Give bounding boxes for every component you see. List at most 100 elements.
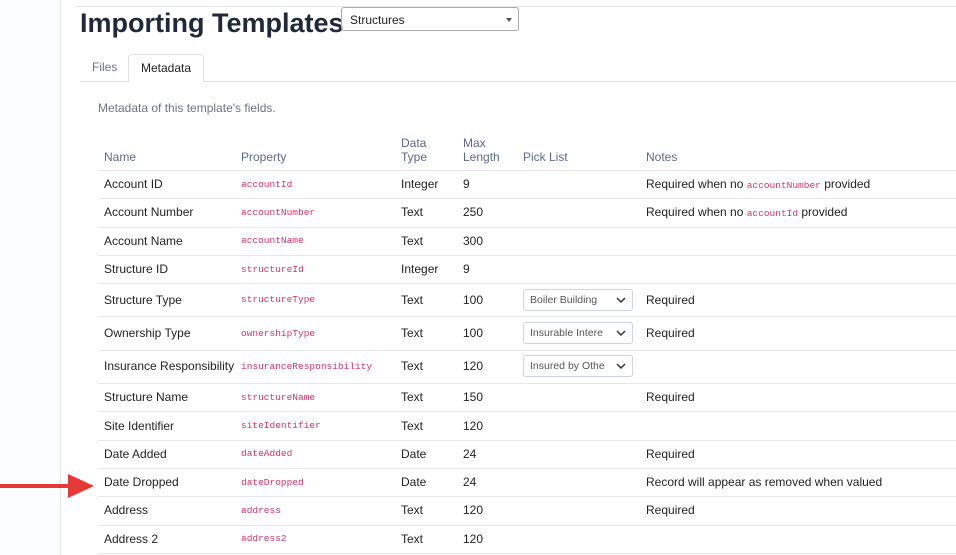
name-cell: Account Number [98, 198, 235, 226]
name-cell: Date Dropped [98, 468, 235, 496]
data-type: Text [401, 503, 424, 518]
property-code: accountName [241, 235, 304, 247]
property-cell: dateDropped [235, 468, 395, 496]
tab[interactable]: Files [92, 60, 118, 74]
notes-cell: Record will appear as removed when value… [640, 468, 956, 496]
column-header: Data Type [401, 136, 428, 164]
tab-active[interactable]: Metadata [128, 54, 205, 83]
property-code: insuranceResponsibility [241, 360, 373, 372]
max-length: 120 [463, 531, 484, 546]
column-header: Property [241, 150, 287, 164]
chevron [616, 330, 626, 337]
field-name: Ownership Type [104, 326, 191, 341]
length-cell: 250 [457, 198, 517, 226]
type-cell: Text [395, 283, 457, 316]
name-cell: Site Identifier [98, 411, 235, 439]
table-row: Account Number accountNumber Text 250 Requir… [98, 198, 956, 228]
property-code: siteIdentifier [241, 420, 321, 432]
table-row: Account ID accountId Integer 9 Required when… [98, 170, 956, 200]
tab-divider [80, 81, 956, 82]
data-type: Text [401, 418, 424, 433]
field-name: Structure Name [104, 390, 189, 405]
length-cell: 120 [457, 411, 517, 439]
type-cell: Text [395, 525, 457, 553]
pick-list-select[interactable]: Boiler Building [523, 288, 633, 311]
pick-list-value: Boiler Building [530, 293, 598, 306]
property-code: structureName [241, 391, 316, 403]
field-name: Date Dropped [104, 475, 179, 490]
notes-cell: Required [640, 317, 956, 350]
divider [74, 6, 956, 7]
notes: Record will appear as removed when value… [646, 475, 882, 489]
template-select[interactable]: Structures [341, 7, 519, 31]
field-name: Date Added [104, 446, 167, 461]
notes-cell: Required [640, 283, 956, 316]
property-cell: ownershipType [235, 317, 395, 350]
table-row: Ownership Type ownershipType Text 100 Insura… [98, 317, 956, 351]
field-name: Account Number [104, 205, 194, 220]
field-name: Address 2 [104, 531, 159, 546]
note-code: accountNumber [746, 180, 821, 192]
property-cell: dateAdded [235, 440, 395, 468]
data-type: Text [401, 205, 424, 220]
property-code: dateAdded [241, 448, 293, 460]
type-cell: Integer [395, 170, 457, 198]
type-cell: Text [395, 198, 457, 226]
length-cell: 120 [457, 350, 517, 383]
max-length: 120 [463, 359, 484, 374]
column-header: Name [104, 150, 137, 164]
table-row: Address address Text 120 Required [98, 496, 956, 526]
max-length: 100 [463, 326, 484, 341]
length-cell: 300 [457, 227, 517, 255]
type-cell: Integer [395, 255, 457, 283]
table-row: Address 2 address2 Text 120 [98, 525, 956, 554]
type-cell: Text [395, 227, 457, 255]
notes-cell: Required when no accountId provided [640, 198, 956, 226]
name-cell: Structure Name [98, 383, 235, 411]
max-length: 120 [463, 503, 484, 518]
table-row: Insurance Responsibility insuranceRespons… [98, 350, 956, 385]
pick-list-value: Insurable Intere [530, 327, 603, 340]
notes-cell: Required [640, 383, 956, 411]
max-length: 9 [463, 177, 470, 192]
note-text: Required [646, 446, 695, 461]
property-cell: structureName [235, 383, 395, 411]
page-title: Importing Templates [80, 8, 344, 38]
length-cell: 100 [457, 317, 517, 350]
length-cell: 9 [457, 255, 517, 283]
data-type: Text [401, 531, 424, 546]
name-cell: Ownership Type [98, 317, 235, 350]
name-cell: Structure Type [98, 283, 235, 316]
data-type: Text [401, 292, 424, 307]
max-length: 24 [463, 475, 477, 490]
max-length: 250 [463, 205, 484, 220]
note-text: provided [798, 205, 848, 220]
notes-cell: Required when no accountNumber provided [640, 170, 956, 198]
notes-cell: Required [640, 496, 956, 524]
table-row: Structure Type structureType Text 100 Boiler… [98, 283, 956, 318]
pick-list-select[interactable]: Insured by Othe [523, 355, 633, 378]
note-text: Required [646, 326, 695, 341]
property-code: accountNumber [241, 206, 316, 218]
table-row: Account Name accountName Text 300 [98, 227, 956, 256]
length-cell: 100 [457, 283, 517, 316]
type-cell: Text [395, 317, 457, 350]
name-cell: Account Name [98, 227, 235, 255]
note-text: Record will appear as removed when value… [646, 475, 883, 490]
property-cell: insuranceResponsibility [235, 350, 395, 383]
column-header: Pick List [523, 150, 568, 164]
field-name: Address [104, 503, 149, 518]
property-cell: address [235, 496, 395, 524]
table-row: Site Identifier siteIdentifier Text 120 [98, 411, 956, 441]
max-length: 24 [463, 446, 477, 461]
data-type: Text [401, 390, 424, 405]
pick-list-select[interactable]: Insurable Intere [523, 322, 633, 345]
property-cell: structureId [235, 255, 395, 283]
note-text: Required [646, 503, 695, 518]
notes: Required [646, 390, 695, 404]
notes: Required [646, 447, 695, 461]
red-arrow [0, 474, 94, 498]
field-name: Account ID [104, 177, 163, 192]
